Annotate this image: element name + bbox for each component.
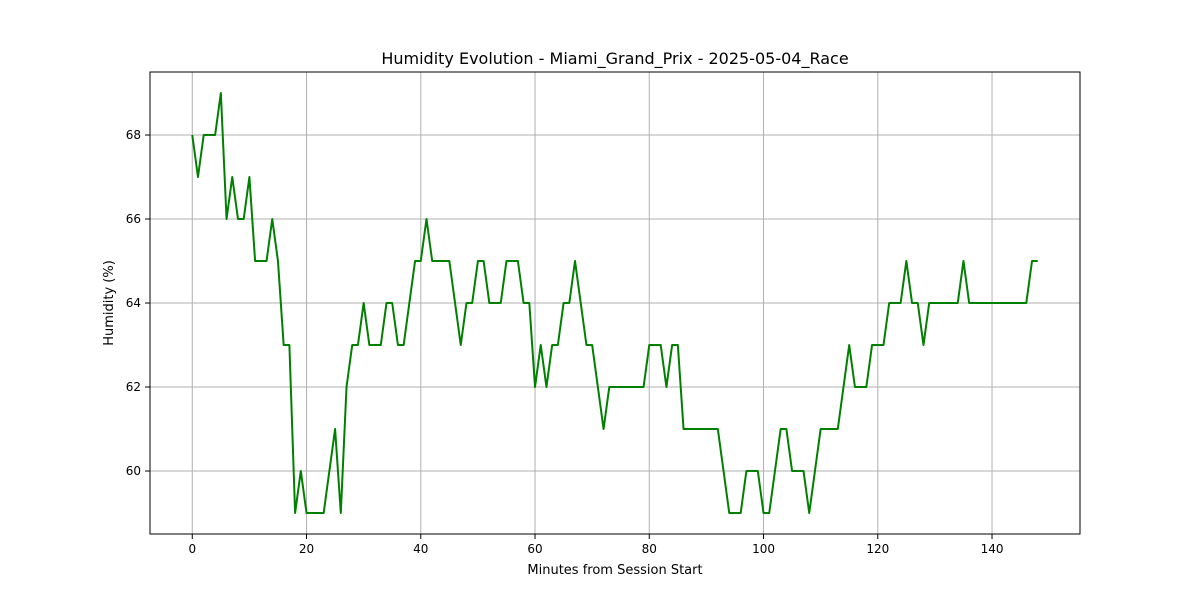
- y-tick-label: 60: [126, 464, 141, 478]
- x-tick-label: 140: [981, 542, 1004, 556]
- y-axis-label: Humidity (%): [102, 260, 117, 346]
- x-axis-label: Minutes from Session Start: [527, 563, 702, 578]
- x-tick-label: 80: [642, 542, 657, 556]
- series-line: [191, 92, 1038, 514]
- y-tick-label: 66: [126, 212, 141, 226]
- y-tick-label: 62: [126, 380, 141, 394]
- x-tick-label: 120: [866, 542, 889, 556]
- x-tick-label: 100: [752, 542, 775, 556]
- y-tick-label: 64: [126, 296, 141, 310]
- y-tick-label: 68: [126, 128, 141, 142]
- series-layer: [191, 92, 1038, 514]
- x-tick-label: 60: [527, 542, 542, 556]
- x-tick-label: 0: [188, 542, 196, 556]
- chart-title: Humidity Evolution - Miami_Grand_Prix - …: [381, 49, 848, 69]
- x-tick-label: 20: [299, 542, 314, 556]
- x-tick-label: 40: [413, 542, 428, 556]
- x-axis-ticks: 0 20 40 60 80 100 120 140: [188, 534, 1003, 556]
- grid: [150, 72, 1080, 534]
- y-axis-ticks: 60 62 64 66 68: [126, 128, 150, 478]
